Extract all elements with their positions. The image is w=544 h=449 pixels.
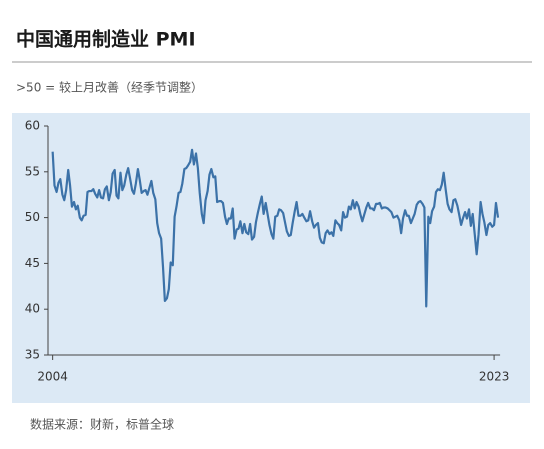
y-tick-label: 60 xyxy=(25,119,40,133)
y-tick-label: 45 xyxy=(25,256,40,270)
chart-title: 中国通用制造业 PMI xyxy=(16,28,196,51)
y-tick-label: 50 xyxy=(25,210,40,224)
x-tick-label: 2023 xyxy=(479,370,510,384)
pmi-line xyxy=(51,148,500,308)
y-tick-label: 55 xyxy=(25,164,40,178)
y-tick-label: 35 xyxy=(25,348,40,362)
plot-background xyxy=(12,113,530,403)
x-tick-label: 2004 xyxy=(37,370,68,384)
chart-subtitle: >50 = 较上月改善（经季节调整） xyxy=(16,80,203,95)
source-note: 数据来源：财新，标普全球 xyxy=(30,417,174,432)
y-tick-label: 40 xyxy=(25,302,40,316)
